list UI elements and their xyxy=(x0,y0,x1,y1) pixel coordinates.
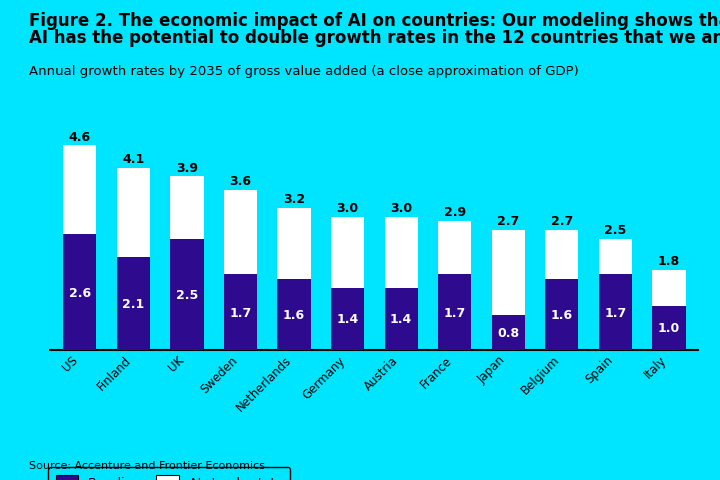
Bar xyxy=(599,240,632,275)
Text: 4.6: 4.6 xyxy=(69,130,91,144)
Bar xyxy=(171,177,204,240)
Text: 1.4: 1.4 xyxy=(390,313,413,326)
Text: 1.6: 1.6 xyxy=(283,308,305,321)
Text: 1.0: 1.0 xyxy=(658,322,680,335)
Text: 1.7: 1.7 xyxy=(444,306,466,319)
Text: 2.5: 2.5 xyxy=(604,224,626,237)
Bar xyxy=(63,146,96,235)
Bar xyxy=(438,275,472,350)
Text: Source: Accenture and Frontier Economics: Source: Accenture and Frontier Economics xyxy=(29,460,265,470)
Bar xyxy=(599,275,632,350)
Text: 1.7: 1.7 xyxy=(604,306,626,319)
Bar xyxy=(277,208,310,279)
Text: 3.0: 3.0 xyxy=(336,202,359,215)
Text: 3.9: 3.9 xyxy=(176,161,198,174)
Bar xyxy=(224,275,257,350)
Bar xyxy=(492,315,525,350)
Text: Annual growth rates by 2035 of gross value added (a close approximation of GDP): Annual growth rates by 2035 of gross val… xyxy=(29,65,579,78)
Text: 3.0: 3.0 xyxy=(390,202,413,215)
Text: 2.1: 2.1 xyxy=(122,297,145,310)
Text: 1.4: 1.4 xyxy=(336,313,359,326)
Bar xyxy=(652,270,685,306)
Bar xyxy=(63,235,96,350)
Text: 2.5: 2.5 xyxy=(176,288,198,301)
Bar xyxy=(171,240,204,350)
Text: 2.9: 2.9 xyxy=(444,206,466,219)
Text: 2.6: 2.6 xyxy=(69,286,91,299)
Text: Figure 2. The economic impact of AI on countries: Our modeling shows that: Figure 2. The economic impact of AI on c… xyxy=(29,12,720,30)
Legend: Baseline, AI steady state: Baseline, AI steady state xyxy=(48,467,290,480)
Text: 1.6: 1.6 xyxy=(551,308,573,321)
Bar xyxy=(545,230,578,279)
Bar xyxy=(117,168,150,257)
Bar xyxy=(117,257,150,350)
Bar xyxy=(277,279,310,350)
Bar xyxy=(384,288,418,350)
Text: 3.2: 3.2 xyxy=(283,192,305,205)
Bar xyxy=(384,217,418,288)
Bar xyxy=(652,306,685,350)
Text: 2.7: 2.7 xyxy=(551,215,573,228)
Text: AI has the potential to double growth rates in the 12 countries that we analyzed: AI has the potential to double growth ra… xyxy=(29,29,720,47)
Bar xyxy=(331,217,364,288)
Text: 3.6: 3.6 xyxy=(230,175,251,188)
Text: 1.7: 1.7 xyxy=(230,306,252,319)
Text: 2.7: 2.7 xyxy=(497,215,519,228)
Bar xyxy=(331,288,364,350)
Text: 4.1: 4.1 xyxy=(122,153,145,166)
Text: 1.8: 1.8 xyxy=(658,255,680,268)
Bar xyxy=(438,221,472,275)
Bar xyxy=(224,191,257,275)
Text: 0.8: 0.8 xyxy=(498,326,519,339)
Bar xyxy=(492,230,525,315)
Bar xyxy=(545,279,578,350)
